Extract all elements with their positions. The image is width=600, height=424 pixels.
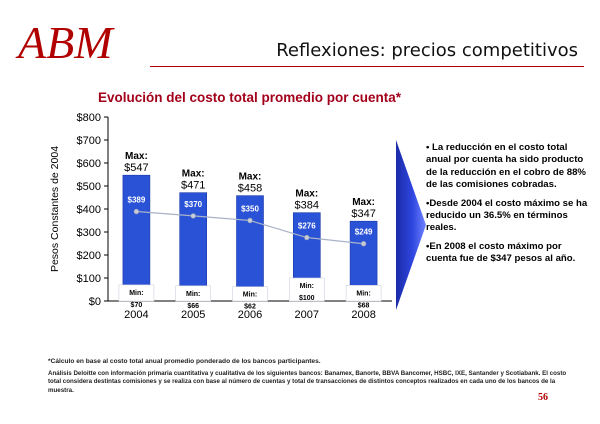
bar-value-label: $249 (355, 228, 373, 237)
y-axis-title: Pesos Constantes de 2004 (49, 146, 61, 272)
slide-title: Reflexiones: precios competitivos (276, 40, 578, 61)
chart-title: Evolución del costo total promedio por c… (98, 90, 402, 105)
max-caption: Max: (352, 197, 375, 208)
x-tick-label: 2007 (295, 309, 319, 321)
y-tick-label: $400 (77, 204, 101, 216)
max-value-label: $384 (295, 200, 319, 212)
y-tick-label: $200 (77, 250, 101, 262)
min-caption: Min: (243, 292, 257, 299)
average-point (304, 234, 310, 241)
max-value-label: $471 (181, 180, 205, 192)
min-caption: Min: (300, 283, 314, 290)
max-caption: Max: (239, 172, 262, 183)
source-note: Análisis Deloitte con información primar… (48, 370, 567, 394)
min-value-label: $100 (299, 295, 315, 302)
footnote: *Cálculo en base al costo total anual pr… (48, 358, 321, 365)
max-caption: Max: (295, 189, 318, 200)
bar-chart: $0 $100 $200 $300 $400 $500 $600 $700 $800 Pesos … (49, 112, 392, 321)
min-box (118, 284, 155, 302)
min-box (175, 285, 211, 302)
title-divider (150, 66, 584, 67)
bar (179, 192, 207, 287)
page-number: 56 (538, 392, 548, 403)
y-tick-label: $600 (77, 158, 101, 170)
max-value-label: $347 (351, 208, 375, 220)
chart-trend-line (133, 208, 367, 247)
y-tick-label: $700 (77, 135, 101, 147)
y-tick-label: $0 (89, 296, 101, 308)
min-value-label: $68 (358, 302, 370, 309)
abm-logo: ABM (15, 17, 115, 66)
average-point (247, 217, 253, 224)
max-value-label: $458 (238, 183, 262, 195)
bar-value-label: $370 (184, 200, 202, 209)
bar-value-label: $276 (298, 222, 316, 231)
logo-text: ABM (15, 17, 115, 66)
y-tick-label: $300 (77, 227, 101, 239)
bar (122, 174, 151, 286)
bar (349, 220, 378, 286)
min-caption: Min: (356, 290, 370, 297)
min-box (345, 285, 382, 302)
note-item: •Desde 2004 el costo máximo se ha reduci… (426, 197, 588, 234)
min-value-label: $62 (244, 304, 256, 311)
chart-axes: $0 $100 $200 $300 $400 $500 $600 $700 $800 Pesos … (49, 112, 392, 308)
x-tick-label: 2004 (124, 309, 148, 321)
min-box (288, 277, 325, 302)
notes-list: • La reducción en el costo total anual p… (426, 142, 592, 272)
average-point (360, 241, 367, 247)
max-caption: Max: (182, 169, 205, 180)
bar-value-label: $350 (241, 205, 259, 214)
y-tick-label: $500 (77, 181, 101, 193)
min-caption: Min: (186, 291, 200, 298)
min-value-label: $70 (131, 302, 143, 309)
min-value-label: $66 (187, 303, 199, 310)
chart-labels: Min:$70Max:$547$3892004Min:$66Max:$471$3… (124, 151, 376, 321)
average-point (133, 208, 140, 215)
min-box (232, 286, 268, 302)
min-caption: Min: (129, 290, 143, 297)
x-tick-label: 2005 (181, 309, 205, 321)
x-tick-label: 2006 (238, 309, 262, 321)
note-item: • La reducción en el costo total anual p… (426, 142, 586, 191)
average-point (190, 213, 196, 219)
max-caption: Max: (125, 151, 148, 162)
bar (236, 195, 264, 288)
y-tick-label: $800 (77, 112, 101, 124)
x-tick-label: 2008 (351, 309, 375, 321)
y-tick-label: $100 (77, 273, 101, 285)
max-value-label: $547 (124, 162, 148, 174)
arrow-shape (396, 140, 426, 310)
note-item: •En 2008 el costo máximo por cuenta fue … (426, 240, 576, 265)
bar-value-label: $389 (128, 196, 146, 205)
chart-bars (118, 174, 382, 302)
